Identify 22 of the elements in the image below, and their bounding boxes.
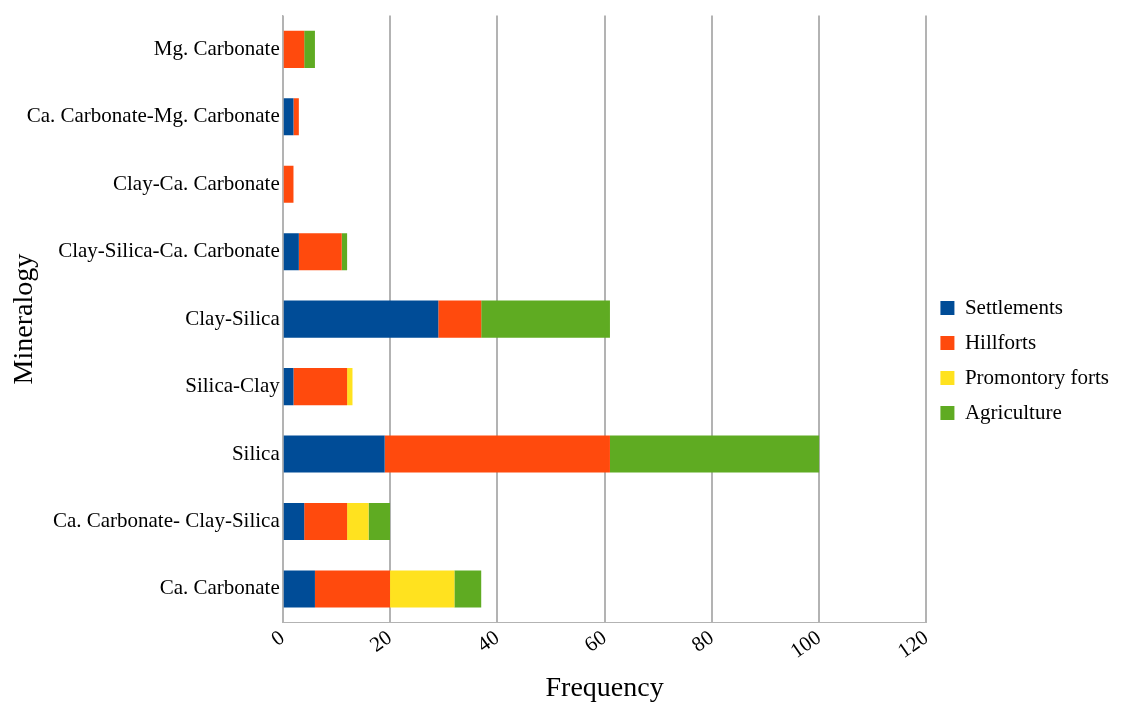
x-tick-label: 80 (686, 624, 718, 657)
legend-label: Hillforts (964, 329, 1037, 354)
x-axis-title: Frequency (545, 670, 664, 702)
y-tick-label: Mg. Carbonate (153, 35, 280, 60)
y-tick-label: Ca. Carbonate-Mg. Carbonate (26, 103, 280, 128)
y-tick-label: Silica-Clay (185, 373, 281, 398)
y-tick-label: Ca. Carbonate (159, 575, 280, 600)
x-tick-label: 120 (892, 624, 933, 663)
y-tick-label: Silica (231, 440, 281, 465)
x-tick-label: 20 (365, 624, 397, 657)
legend-label: Agriculture (964, 399, 1062, 424)
x-tick-label: 100 (785, 624, 826, 663)
y-tick-label: Clay-Ca. Carbonate (112, 170, 280, 195)
y-tick-label: Ca. Carbonate- Clay-Silica (52, 508, 281, 533)
y-tick-label: Clay-Silica-Ca. Carbonate (58, 238, 280, 263)
legend-label: Promontory forts (964, 364, 1109, 389)
y-tick-label: Clay-Silica (185, 305, 281, 330)
legend-label: Settlements (964, 294, 1063, 319)
x-tick-label: 0 (266, 624, 289, 651)
x-tick-label: 60 (579, 624, 611, 657)
y-axis-title: Mineralogy (7, 253, 39, 385)
x-tick-label: 40 (472, 624, 504, 657)
